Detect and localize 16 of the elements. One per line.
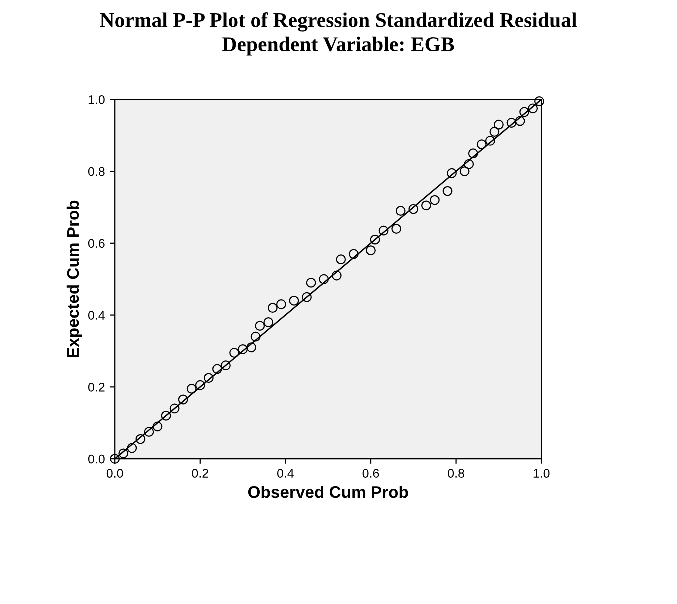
x-tick-label: 0.0 bbox=[106, 469, 124, 478]
y-tick-label: 0.2 bbox=[88, 382, 105, 392]
y-axis-title: Expected Cum Prob bbox=[66, 200, 82, 358]
y-tick-label: 0.4 bbox=[88, 311, 106, 320]
chart-subtitle: Dependent Variable: EGB bbox=[222, 36, 454, 56]
chart-title: Normal P-P Plot of Regression Standardized Residual bbox=[100, 12, 577, 32]
x-axis-title: Observed Cum Prob bbox=[248, 486, 408, 498]
y-tick-label: 1.0 bbox=[88, 95, 105, 104]
x-tick-label: 0.6 bbox=[362, 469, 380, 478]
y-tick-label: 0.6 bbox=[88, 239, 105, 248]
x-tick-label: 0.8 bbox=[448, 469, 464, 478]
y-tick-label: 0.8 bbox=[88, 167, 105, 176]
x-tick-label: 0.2 bbox=[192, 469, 208, 478]
y-tick-label: 0.0 bbox=[88, 454, 105, 464]
x-tick-label: 0.4 bbox=[277, 469, 294, 478]
x-tick-label: 1.0 bbox=[534, 469, 550, 478]
